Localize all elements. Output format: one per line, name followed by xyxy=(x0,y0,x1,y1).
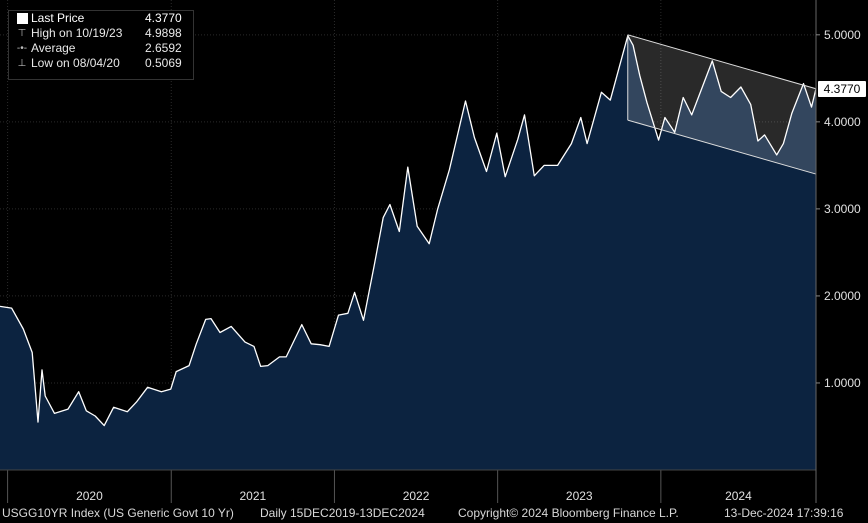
x-tick-label: 2023 xyxy=(566,489,593,503)
y-axis: 1.0000 2.0000 3.0000 4.0000 5.0000 xyxy=(815,0,861,503)
area-layer xyxy=(0,35,817,470)
channel-lower-line xyxy=(627,119,817,175)
legend-value: 4.9898 xyxy=(145,26,182,40)
low-marker-icon: ⊥ xyxy=(17,58,27,69)
x-tick-label: 2021 xyxy=(239,489,266,503)
footer-range: Daily 15DEC2019-13DEC2024 xyxy=(260,506,425,520)
y-tick-label: 2.0000 xyxy=(824,289,861,303)
legend-value: 2.6592 xyxy=(145,41,182,55)
x-axis: 2020 2021 2022 2023 2024 xyxy=(0,469,816,503)
legend-item-average: -•- Average 2.6592 xyxy=(9,41,193,56)
legend-label: Last Price xyxy=(31,11,85,25)
legend-label: High on 10/19/23 xyxy=(31,26,123,40)
footer-ticker: USGG10YR Index (US Generic Govt 10 Yr) xyxy=(2,506,234,520)
trend-channel xyxy=(627,34,817,175)
legend-item-last-price: Last Price 4.3770 xyxy=(9,11,193,26)
y-tick-label: 5.0000 xyxy=(824,28,861,42)
y-tick-label: 3.0000 xyxy=(824,202,861,216)
channel-upper-line xyxy=(627,34,817,90)
x-tick-label: 2020 xyxy=(76,489,103,503)
x-tick-label: 2024 xyxy=(725,489,752,503)
footer-timestamp: 13-Dec-2024 17:39:16 xyxy=(724,506,844,520)
price-line xyxy=(0,35,817,427)
legend-item-high: ⊤ High on 10/19/23 4.9898 xyxy=(9,26,193,41)
legend-value: 0.5069 xyxy=(145,56,182,70)
legend-label: Average xyxy=(31,41,76,55)
x-tick-label: 2022 xyxy=(403,489,430,503)
dot-marker-icon: -•- xyxy=(16,43,28,54)
y-tick-label: 4.0000 xyxy=(824,115,861,129)
legend-item-low: ⊥ Low on 08/04/20 0.5069 xyxy=(9,56,193,71)
legend-label: Low on 08/04/20 xyxy=(31,56,120,70)
chart-footer: USGG10YR Index (US Generic Govt 10 Yr) D… xyxy=(0,503,868,523)
last-price-tag: 4.3770 xyxy=(818,80,866,97)
legend-value: 4.3770 xyxy=(145,11,182,25)
price-area xyxy=(0,35,816,470)
channel-fill xyxy=(627,34,816,175)
legend-box: Last Price 4.3770 ⊤ High on 10/19/23 4.9… xyxy=(8,10,194,80)
square-marker-icon xyxy=(13,13,31,24)
footer-copyright: Copyright© 2024 Bloomberg Finance L.P. xyxy=(458,506,679,520)
high-marker-icon: ⊤ xyxy=(17,28,27,39)
y-tick-label: 1.0000 xyxy=(824,376,861,390)
